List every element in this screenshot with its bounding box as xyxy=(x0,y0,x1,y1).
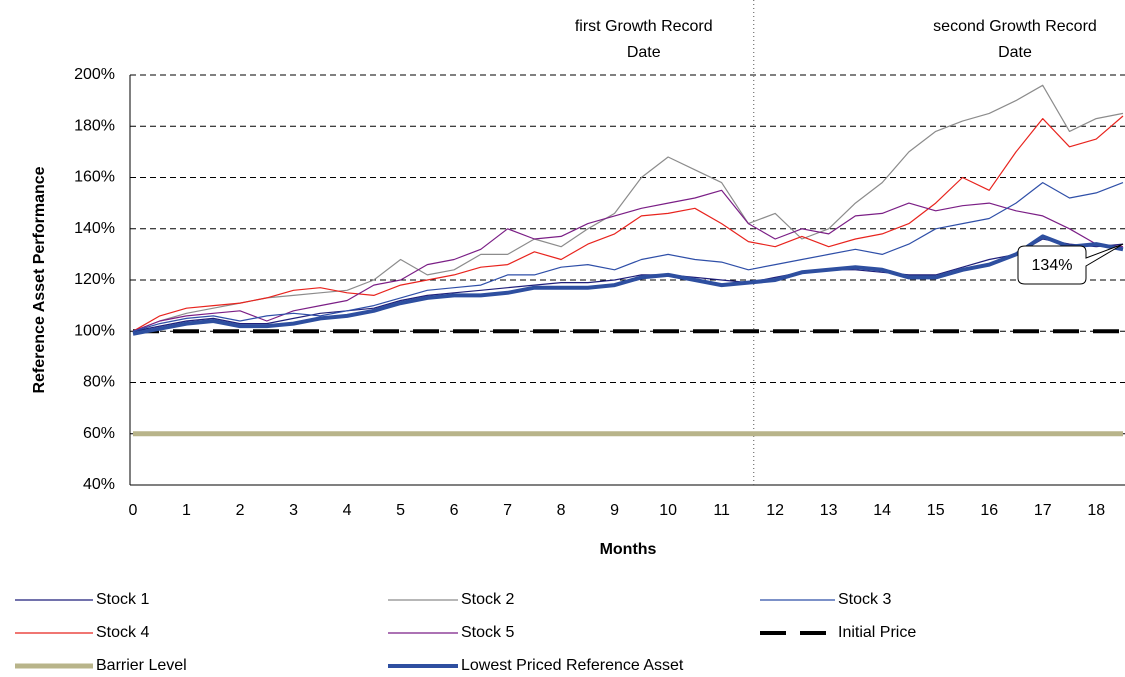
y-tick-label: 140% xyxy=(74,220,115,237)
x-tick-label: 7 xyxy=(503,502,512,519)
x-tick-label: 5 xyxy=(396,502,405,519)
x-tick-label: 4 xyxy=(343,502,352,519)
x-tick-label: 16 xyxy=(980,502,998,519)
y-axis-label: Reference Asset Performance xyxy=(31,166,48,393)
x-tick-label: 15 xyxy=(927,502,945,519)
x-tick-label: 1 xyxy=(182,502,191,519)
series-line xyxy=(132,182,1124,332)
legend-label: Stock 5 xyxy=(461,624,514,641)
y-tick-label: 80% xyxy=(83,374,115,391)
legend-label: Lowest Priced Reference Asset xyxy=(461,657,684,674)
x-tick-label: 17 xyxy=(1034,502,1052,519)
y-tick-label: 160% xyxy=(74,169,115,186)
legend-label: Barrier Level xyxy=(96,657,187,674)
y-tick-label: 180% xyxy=(74,117,115,134)
callout-label: 134% xyxy=(1032,257,1073,274)
x-tick-label: 8 xyxy=(557,502,566,519)
annotation: Date xyxy=(998,44,1032,61)
y-tick-label: 60% xyxy=(83,425,115,442)
y-tick-label: 40% xyxy=(83,476,115,493)
x-tick-label: 0 xyxy=(129,502,138,519)
x-tick-label: 9 xyxy=(610,502,619,519)
legend-label: Stock 4 xyxy=(96,624,149,641)
x-tick-label: 18 xyxy=(1087,502,1105,519)
y-tick-label: 100% xyxy=(74,322,115,339)
annotation: second Growth Record xyxy=(933,18,1097,35)
y-tick-label: 200% xyxy=(74,66,115,83)
x-axis-label: Months xyxy=(600,541,657,558)
callout-box xyxy=(1017,243,1124,285)
series-line xyxy=(132,84,1124,332)
x-tick-label: 2 xyxy=(236,502,245,519)
series-line xyxy=(132,238,1124,332)
x-tick-label: 3 xyxy=(289,502,298,519)
annotation: first Growth Record xyxy=(575,18,713,35)
x-tick-label: 12 xyxy=(766,502,784,519)
x-tick-label: 13 xyxy=(820,502,838,519)
x-tick-label: 11 xyxy=(713,502,730,519)
legend-label: Stock 2 xyxy=(461,591,514,608)
x-tick-label: 10 xyxy=(659,502,677,519)
series-line xyxy=(132,234,1124,336)
x-tick-label: 14 xyxy=(873,502,891,519)
annotation: Date xyxy=(627,44,661,61)
series-line xyxy=(132,189,1124,332)
legend-label: Stock 1 xyxy=(96,591,149,608)
series-line xyxy=(132,115,1124,332)
y-tick-label: 120% xyxy=(74,271,115,288)
x-tick-label: 6 xyxy=(450,502,459,519)
legend-label: Initial Price xyxy=(838,624,916,641)
legend-label: Stock 3 xyxy=(838,591,891,608)
